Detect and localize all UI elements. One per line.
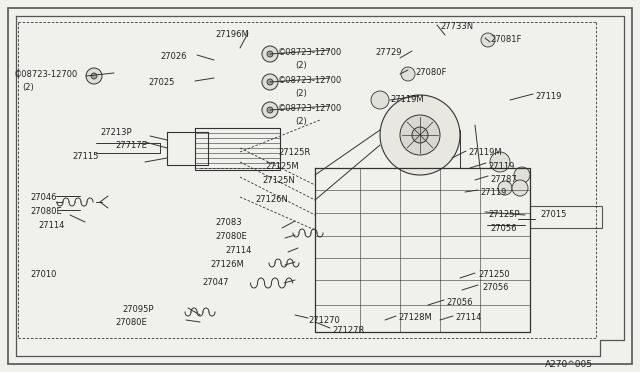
Text: 27047: 27047 [202,278,228,287]
Text: 27056: 27056 [482,283,509,292]
Circle shape [262,46,278,62]
Text: (2): (2) [295,61,307,70]
Text: 27119: 27119 [535,92,561,101]
Text: ©08723-12700: ©08723-12700 [278,48,342,57]
Text: 27729: 27729 [375,48,401,57]
Circle shape [267,51,273,57]
Text: 27080E: 27080E [30,207,61,216]
Circle shape [380,95,460,175]
Circle shape [498,181,512,195]
Text: ©08723-12700: ©08723-12700 [278,76,342,85]
Circle shape [262,74,278,90]
Circle shape [267,107,273,113]
Circle shape [412,127,428,143]
Text: 27125N: 27125N [262,176,295,185]
Text: 27114: 27114 [38,221,65,230]
Text: 27119: 27119 [488,162,515,171]
Circle shape [481,33,495,47]
Text: ©08723-12700: ©08723-12700 [14,70,78,79]
Circle shape [512,180,528,196]
Circle shape [262,102,278,118]
Text: 27119M: 27119M [468,148,502,157]
Text: 27125P: 27125P [488,210,520,219]
Circle shape [401,67,415,81]
Text: (2): (2) [22,83,34,92]
Text: 27081F: 27081F [490,35,522,44]
Text: 27128M: 27128M [398,313,432,322]
Text: 27115: 27115 [72,152,99,161]
Text: 27080E: 27080E [115,318,147,327]
Text: 27119: 27119 [480,188,506,197]
Text: 27126N: 27126N [255,195,288,204]
Text: (2): (2) [295,117,307,126]
Text: 27046: 27046 [30,193,56,202]
Text: 27010: 27010 [30,270,56,279]
Text: 27125M: 27125M [265,162,299,171]
Circle shape [514,167,530,183]
Text: 27125R: 27125R [278,148,310,157]
Circle shape [91,73,97,79]
Text: 27026: 27026 [160,52,186,61]
Circle shape [267,79,273,85]
Text: 27114: 27114 [455,313,481,322]
Text: 271270: 271270 [308,316,340,325]
Text: (2): (2) [295,89,307,98]
Text: 27015: 27015 [540,210,566,219]
Text: ©08723-12700: ©08723-12700 [278,104,342,113]
Text: 27080F: 27080F [415,68,446,77]
Text: 27717E: 27717E [115,141,147,150]
Text: 27213P: 27213P [100,128,132,137]
Text: 27083: 27083 [215,218,242,227]
Circle shape [371,91,389,109]
Text: 27127R: 27127R [332,326,364,335]
Circle shape [400,115,440,155]
Circle shape [490,152,510,172]
Text: 27787: 27787 [490,175,516,184]
Text: 27056: 27056 [446,298,472,307]
Text: 27056: 27056 [490,224,516,233]
Text: 27126M: 27126M [210,260,244,269]
Text: 27119M: 27119M [390,95,424,104]
Text: 27025: 27025 [148,78,174,87]
Text: 271250: 271250 [478,270,509,279]
Text: 27095P: 27095P [122,305,154,314]
Text: 27196M: 27196M [215,30,249,39]
Text: 27080E: 27080E [215,232,247,241]
Bar [530,206,602,228]
Text: A270^005: A270^005 [545,360,593,369]
Text: 27114: 27114 [225,246,252,255]
Text: 27733N: 27733N [440,22,473,31]
Circle shape [86,68,102,84]
